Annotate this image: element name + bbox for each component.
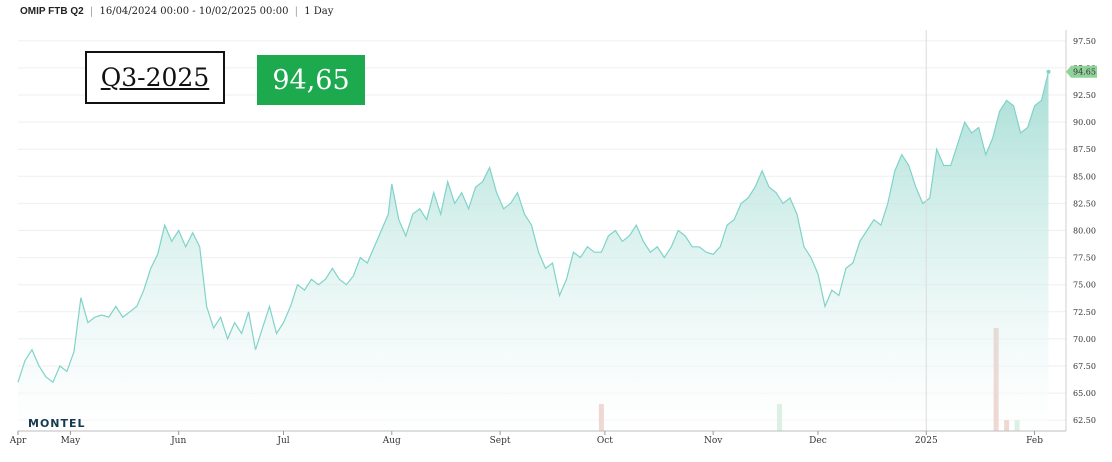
last-value-text: 94.65 — [1073, 68, 1096, 77]
y-tick-label: 97.50 — [1073, 37, 1096, 46]
last-price-box: 94,65 — [257, 55, 365, 105]
y-tick-label: 90.00 — [1073, 118, 1096, 127]
interval: 1 Day — [304, 6, 334, 17]
x-tick-label: Nov — [704, 436, 723, 446]
montel-logo: MONTEL — [28, 417, 86, 430]
y-tick-label: 87.50 — [1073, 145, 1096, 154]
y-tick-label: 65.00 — [1073, 389, 1096, 398]
x-axis: Apr May Jun Jul Aug Sept Oct Nov Dec 2025 Feb — [9, 430, 1066, 446]
x-tick-label: Aug — [382, 436, 401, 446]
last-value-tag — [1066, 65, 1097, 78]
header-separator: | — [294, 6, 299, 17]
price-area — [18, 71, 1049, 431]
y-tick-label: 85.00 — [1073, 172, 1096, 181]
x-tick-label: Feb — [1026, 436, 1043, 446]
y-tick-label: 77.50 — [1073, 254, 1096, 263]
last-value-label: 94.65 — [1046, 65, 1097, 78]
y-tick-label: 72.50 — [1073, 308, 1096, 317]
y-tick-label: 92.50 — [1073, 91, 1096, 100]
y-tick-label: 82.50 — [1073, 199, 1096, 208]
y-tick-label: 70.00 — [1073, 335, 1096, 344]
y-tick-label: 67.50 — [1073, 362, 1096, 371]
contract-period-box: Q3-2025 — [85, 51, 225, 104]
instrument-name: OMIP FTB Q2 — [20, 6, 84, 17]
x-tick-label: Sept — [490, 436, 511, 446]
y-axis: 62.50 65.00 67.50 70.00 72.50 75.00 77.50 80.00… — [1065, 30, 1096, 431]
x-tick-label: Jul — [276, 436, 289, 446]
chart-header: OMIP FTB Q2 | 16/04/2024 00:00 - 10/02/2… — [20, 6, 333, 17]
date-range: 16/04/2024 00:00 - 10/02/2025 00:00 — [99, 6, 289, 17]
x-tick-label: 2025 — [915, 436, 938, 446]
header-separator: | — [89, 6, 94, 17]
y-tick-label: 80.00 — [1073, 227, 1096, 236]
x-tick-label: Apr — [9, 436, 27, 446]
x-tick-label: Jun — [170, 436, 186, 446]
y-tick-label: 62.50 — [1073, 416, 1096, 425]
x-tick-label: Oct — [597, 436, 613, 446]
last-point — [1046, 69, 1051, 74]
price-line — [17, 71, 1050, 384]
x-tick-label: Dec — [809, 436, 827, 446]
x-tick-label: May — [61, 436, 82, 446]
y-tick-label: 75.00 — [1073, 281, 1096, 290]
